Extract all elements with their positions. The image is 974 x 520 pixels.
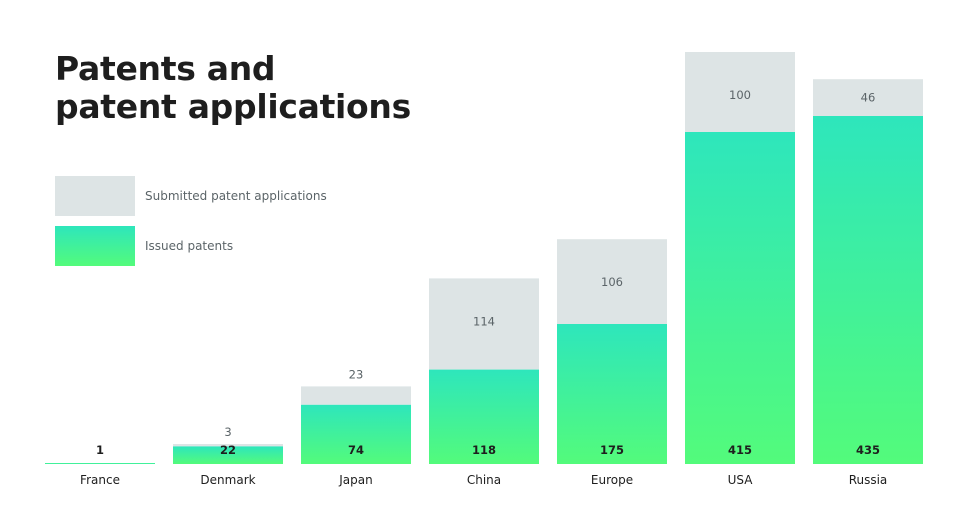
value-label-submitted-japan: 23 [349, 367, 364, 381]
bar-issued-russia [813, 116, 923, 464]
legend-label-submitted: Submitted patent applications [145, 189, 327, 203]
value-label-issued-china: 118 [472, 443, 496, 457]
bar-submitted-russia [813, 79, 923, 116]
bar-submitted-japan [301, 386, 411, 405]
value-label-issued-denmark: 22 [220, 443, 236, 457]
value-label-submitted-usa: 100 [729, 88, 751, 102]
bars-layer [45, 52, 923, 464]
bar-issued-denmark [173, 446, 283, 464]
bar-submitted-denmark [173, 444, 283, 447]
category-label-russia: Russia [849, 473, 888, 487]
bar-issued-france [45, 463, 155, 464]
value-label-submitted-russia: 46 [861, 91, 876, 105]
value-label-issued-france: 1 [96, 443, 104, 457]
chart-title-line-2: patent applications [55, 87, 411, 126]
legend-swatch-submitted [55, 176, 135, 216]
chart-title: Patents and patent applications [55, 50, 475, 126]
value-label-issued-usa: 415 [728, 443, 752, 457]
chart-title-line-1: Patents and [55, 49, 276, 88]
value-label-issued-europe: 175 [600, 443, 624, 457]
labels-layer: 1 France 22 3 Denmark 74 23 Japan 118 114 China 175… [80, 88, 887, 487]
legend-label-issued: Issued patents [145, 239, 234, 253]
category-label-europe: Europe [591, 473, 633, 487]
value-label-submitted-europe: 106 [601, 275, 623, 289]
bar-issued-china [429, 369, 539, 464]
legend-swatch-issued [55, 226, 135, 266]
bar-submitted-usa [685, 52, 795, 132]
category-label-usa: USA [728, 473, 754, 487]
category-label-denmark: Denmark [200, 473, 255, 487]
category-label-china: China [467, 473, 501, 487]
bar-issued-usa [685, 132, 795, 464]
category-label-france: France [80, 473, 120, 487]
value-label-submitted-china: 114 [473, 314, 495, 328]
bar-issued-japan [301, 404, 411, 464]
bar-submitted-europe [557, 239, 667, 324]
bar-submitted-china [429, 278, 539, 370]
value-label-issued-russia: 435 [856, 443, 880, 457]
category-label-japan: Japan [338, 473, 372, 487]
value-label-submitted-denmark: 3 [224, 425, 231, 439]
value-label-issued-japan: 74 [348, 443, 364, 457]
bar-issued-europe [557, 324, 667, 464]
